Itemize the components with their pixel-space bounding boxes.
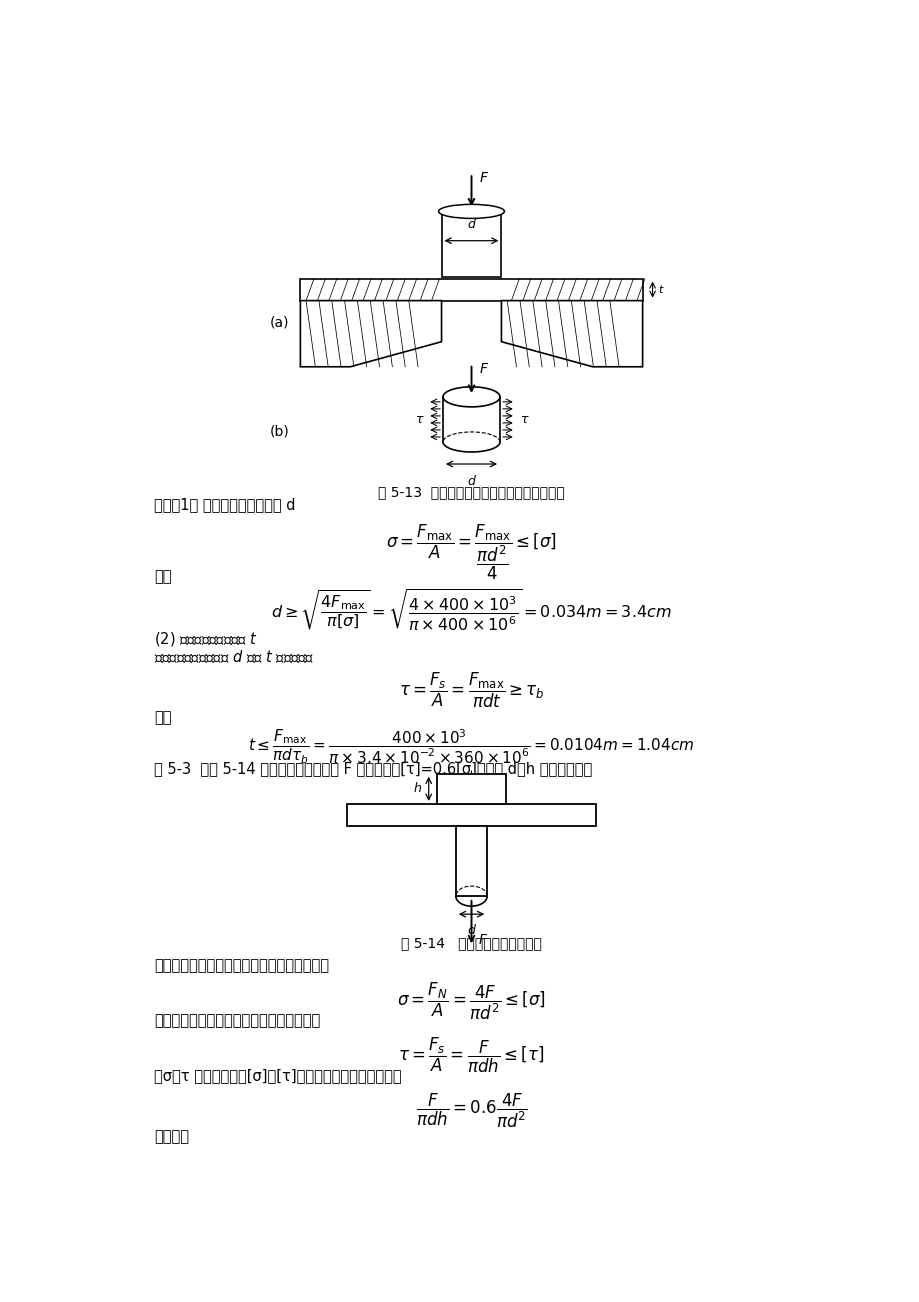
Text: h: h [414, 783, 421, 796]
Text: d: d [467, 217, 475, 230]
Text: t: t [658, 285, 662, 294]
Text: F: F [480, 172, 487, 185]
Text: $\tau = \dfrac{F_s}{A} = \dfrac{F_{\max}}{\pi dt} \geq \tau_b$: $\tau = \dfrac{F_s}{A} = \dfrac{F_{\max}… [398, 671, 544, 710]
Text: d: d [467, 924, 475, 937]
Text: 解：螺杆承受的拉应力小于等于许用应力值：: 解：螺杆承受的拉应力小于等于许用应力值： [154, 958, 329, 974]
Polygon shape [501, 301, 641, 367]
Text: $d \geq \sqrt{\dfrac{4F_{\max}}{\pi[\sigma]}} = \sqrt{\dfrac{4\times400\times10^: $d \geq \sqrt{\dfrac{4F_{\max}}{\pi[\sig… [271, 587, 671, 633]
Ellipse shape [438, 204, 504, 219]
Text: 所以可得: 所以可得 [154, 1129, 189, 1143]
Text: (2) 按钢板剪切强度计算 $t$: (2) 按钢板剪切强度计算 $t$ [154, 630, 258, 648]
Text: $\sigma = \dfrac{F_N}{A} = \dfrac{4F}{\pi d^2} \leq [\sigma]$: $\sigma = \dfrac{F_N}{A} = \dfrac{4F}{\p… [397, 980, 545, 1022]
Text: (b): (b) [269, 424, 289, 439]
Bar [455, 825, 487, 896]
Text: 例 5-3  如图 5-14 所示螺钉受轴向拉力 F 作用，已知[τ]=0.6[σ]，求其 d：h 的合理比值。: 例 5-3 如图 5-14 所示螺钉受轴向拉力 F 作用，已知[τ]=0.6[σ… [154, 760, 592, 776]
Text: d: d [467, 475, 475, 488]
Text: F: F [478, 934, 486, 948]
Text: (a): (a) [270, 315, 289, 329]
Bar [300, 279, 641, 301]
Text: $\sigma = \dfrac{F_{\max}}{A} = \dfrac{F_{\max}}{\dfrac{\pi d^2}{4}} \leq [\sigm: $\sigma = \dfrac{F_{\max}}{A} = \dfrac{F… [386, 522, 556, 582]
Text: 所以: 所以 [154, 569, 172, 585]
Text: F: F [479, 362, 487, 376]
Text: τ: τ [521, 413, 528, 426]
Text: 解：（1） 按冲头压缩强度计算 d: 解：（1） 按冲头压缩强度计算 d [154, 497, 295, 512]
Text: 螺帽承受的剪应力小于等于许用剪应力值：: 螺帽承受的剪应力小于等于许用剪应力值： [154, 1013, 320, 1029]
Bar [441, 211, 501, 276]
Bar [346, 803, 596, 825]
Text: $\dfrac{F}{\pi dh} = 0.6\dfrac{4F}{\pi d^2}$: $\dfrac{F}{\pi dh} = 0.6\dfrac{4F}{\pi d… [415, 1091, 527, 1130]
Bar [437, 773, 505, 803]
Polygon shape [300, 301, 441, 367]
Text: $t \leq \dfrac{F_{\max}}{\pi d\tau_b} = \dfrac{400\times10^3}{\pi\times3.4\times: $t \leq \dfrac{F_{\max}}{\pi d\tau_b} = … [248, 728, 694, 766]
Text: 图 5-13  冲床冲剪钢板及冲剪部分受力示意图: 图 5-13 冲床冲剪钢板及冲剪部分受力示意图 [378, 486, 564, 499]
Text: 所以: 所以 [154, 711, 172, 725]
Ellipse shape [443, 387, 500, 406]
Text: τ: τ [415, 413, 423, 426]
Text: 当σ、τ 同时分别达到[σ]、[τ]时．材料的利用最合理，既: 当σ、τ 同时分别达到[σ]、[τ]时．材料的利用最合理，既 [154, 1069, 402, 1083]
Text: $\tau = \dfrac{F_s}{A} = \dfrac{F}{\pi dh} \leq [\tau]$: $\tau = \dfrac{F_s}{A} = \dfrac{F}{\pi d… [398, 1035, 544, 1074]
Text: 图 5-14   螺钉受轴向拉力示意图: 图 5-14 螺钉受轴向拉力示意图 [401, 936, 541, 950]
Text: 钢板的剪切面是直径为 $d$ 高为 $t$ 的柱表面。: 钢板的剪切面是直径为 $d$ 高为 $t$ 的柱表面。 [154, 648, 314, 665]
